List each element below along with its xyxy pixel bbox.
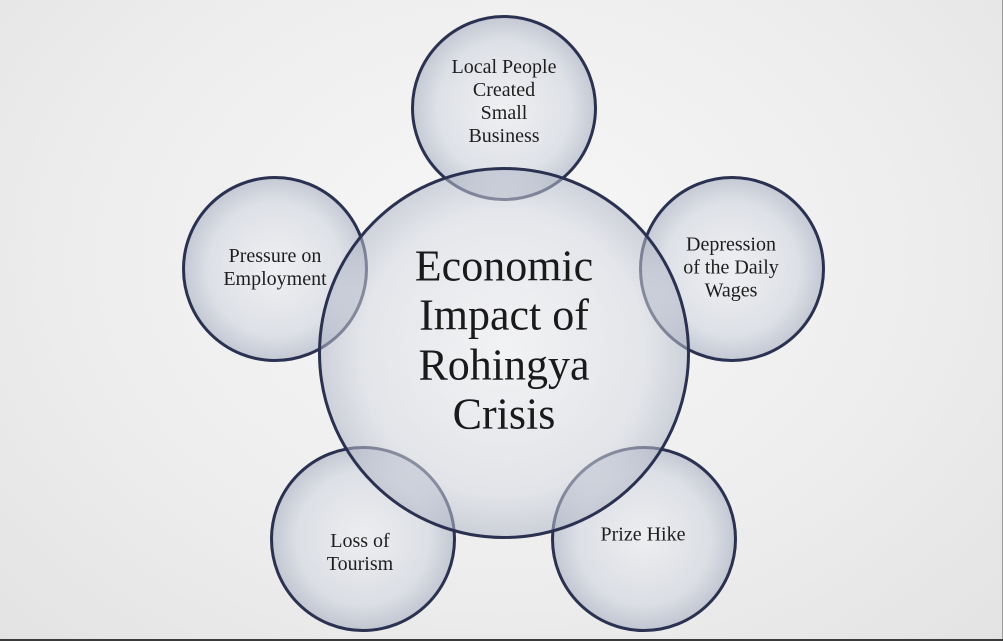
satellite-label-left: Pressure on Employment	[223, 245, 327, 290]
satellite-label-bottom-left: Loss of Tourism	[326, 530, 394, 575]
satellite-label-bottom-right: Prize Hike	[600, 523, 686, 546]
satellite-label-right: Depression of the Daily Wages	[683, 233, 779, 302]
center-circle	[318, 167, 690, 539]
center-label: Economic Impact of Rohingya Crisis	[414, 241, 594, 439]
satellite-label-top: Local People Created Small Business	[451, 56, 557, 147]
frame-edge-bottom	[0, 639, 1003, 641]
